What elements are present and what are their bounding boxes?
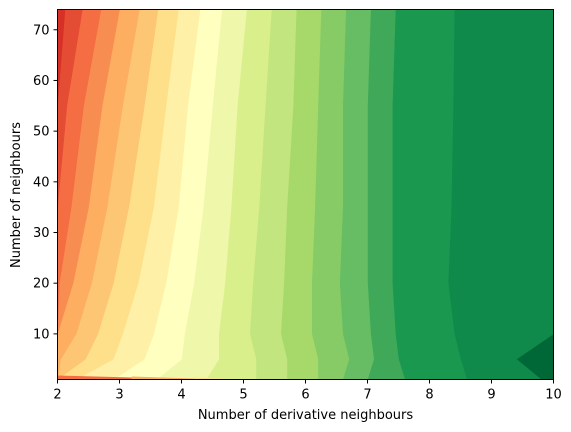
y-axis-label: Number of neighbours xyxy=(9,122,24,268)
x-tick-label: 3 xyxy=(115,388,123,403)
x-axis-label: Number of derivative neighbours xyxy=(198,408,414,423)
x-tick-label: 7 xyxy=(363,388,371,403)
x-tick-label: 5 xyxy=(239,388,247,403)
contour-band-level-4 xyxy=(57,9,102,380)
bottom-edge-segment xyxy=(131,376,194,380)
y-tick-label: 60 xyxy=(33,74,50,89)
x-axis-ticks: 2 3 4 5 6 7 8 9 10 xyxy=(53,379,562,403)
y-tick-label: 20 xyxy=(33,277,50,292)
y-tick-label: 50 xyxy=(33,125,50,140)
y-tick-label: 40 xyxy=(33,175,50,190)
x-tick-label: 8 xyxy=(425,388,433,403)
x-tick-label: 9 xyxy=(487,388,495,403)
contour-band-level-3 xyxy=(57,9,83,380)
x-tick-label: 2 xyxy=(53,388,61,403)
bottom-edge-segment xyxy=(57,375,132,380)
contour-bands xyxy=(57,9,554,380)
contour-band-level-2 xyxy=(57,9,66,380)
y-tick-label: 30 xyxy=(33,226,50,241)
y-tick-label: 70 xyxy=(33,23,50,38)
x-tick-label: 4 xyxy=(177,388,185,403)
y-axis-ticks: 10 20 30 40 50 60 70 xyxy=(33,23,58,342)
x-tick-label: 6 xyxy=(301,388,309,403)
x-tick-label: 10 xyxy=(545,388,562,403)
y-tick-label: 10 xyxy=(33,327,50,342)
